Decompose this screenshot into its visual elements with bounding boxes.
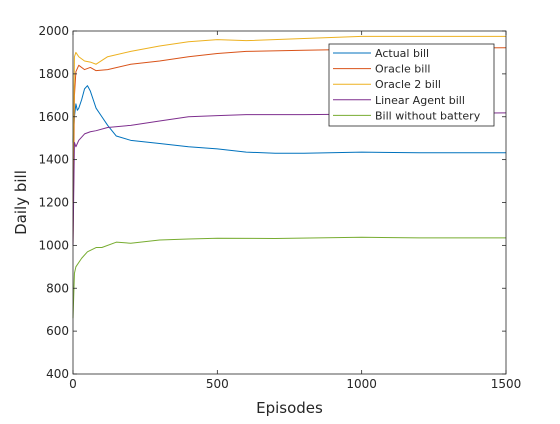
y-tick-label: 1200 xyxy=(38,196,69,210)
series-line-3 xyxy=(72,35,506,203)
x-tick-label: 1000 xyxy=(346,377,377,391)
y-axis-ticks: 400 600 800 1000 1200 1400 1600 1800 2000 xyxy=(38,24,506,381)
x-tick-label: 0 xyxy=(69,377,77,391)
series-layer xyxy=(72,35,507,319)
legend-label-2: Oracle bill xyxy=(375,63,430,76)
legend-label-4: Linear Agent bill xyxy=(375,94,465,107)
legend-box xyxy=(328,43,495,127)
x-axis-ticks: 0 500 1000 1500 xyxy=(69,31,521,391)
y-tick-label: 800 xyxy=(46,281,69,295)
y-tick-label: 600 xyxy=(46,324,69,338)
legend-label-5: Bill without battery xyxy=(375,109,481,122)
legend-label-3: Oracle 2 bill xyxy=(375,78,441,91)
y-tick-label: 1000 xyxy=(38,238,69,252)
series-line-1 xyxy=(72,85,506,154)
series-line-4 xyxy=(72,112,507,246)
y-tick-label: 2000 xyxy=(38,24,69,38)
series-line-5 xyxy=(72,236,506,319)
y-tick-label: 400 xyxy=(46,367,69,381)
x-tick-label: 500 xyxy=(206,377,229,391)
y-tick-label: 1800 xyxy=(38,67,69,81)
x-tick-label: 1500 xyxy=(491,377,522,391)
x-axis-label: Episodes xyxy=(256,399,323,417)
series-line-2 xyxy=(72,47,507,246)
y-tick-label: 1600 xyxy=(38,110,69,124)
y-axis-label: Daily bill xyxy=(12,170,30,235)
legend: Actual bill Oracle bill Oracle 2 bill Linea… xyxy=(328,43,495,127)
y-tick-label: 1400 xyxy=(38,153,69,167)
legend-label-1: Actual bill xyxy=(375,47,429,60)
